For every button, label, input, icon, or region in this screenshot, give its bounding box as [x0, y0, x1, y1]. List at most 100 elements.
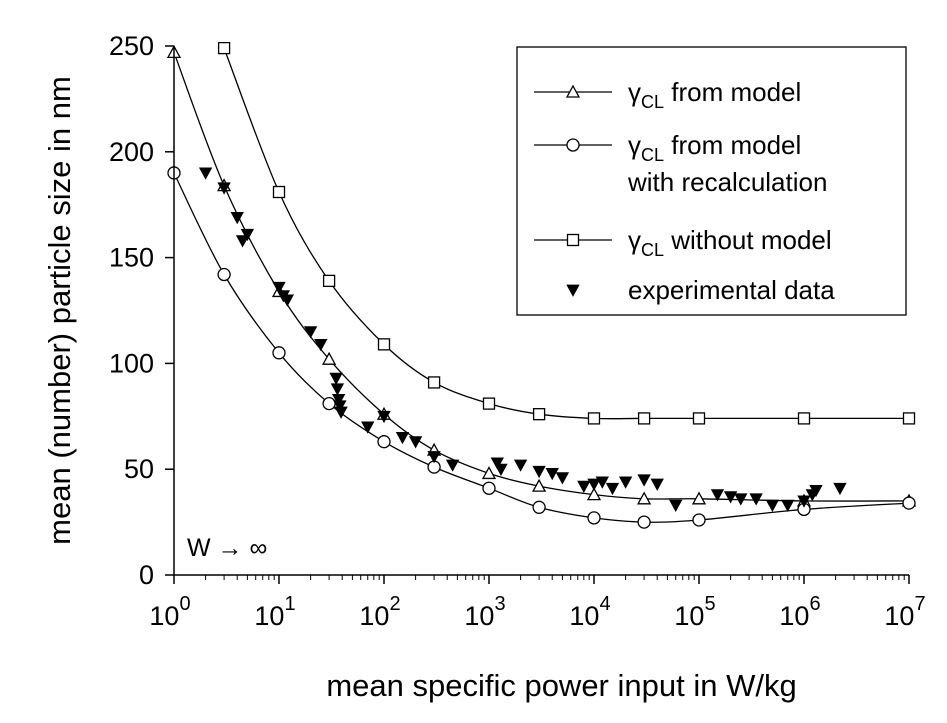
data-point-experimental [331, 393, 346, 407]
data-point-experimental [723, 491, 738, 504]
data-point-experimental [334, 406, 348, 419]
data-point-model-recalc [217, 267, 231, 282]
x-tick-exponent: 4 [599, 593, 610, 615]
data-point-experimental [710, 489, 725, 502]
x-tick-exponent: 1 [284, 593, 295, 615]
x-tick-label: 103 [464, 593, 505, 631]
data-point-model [637, 491, 652, 505]
legend-marker-experimental [566, 284, 580, 297]
data-point-model-recalc [587, 511, 601, 525]
data-point-model-recalc [532, 500, 546, 514]
legend-label-without-model: γCL without model [628, 225, 832, 260]
data-point-experimental [749, 493, 763, 506]
series-markers [166, 41, 917, 529]
x-tick-exponent: 5 [704, 593, 715, 615]
data-point-experimental [595, 476, 609, 489]
x-tick-exponent: 6 [809, 593, 820, 615]
data-point-experimental [765, 499, 780, 513]
legend-marker-model [565, 84, 581, 98]
x-tick-label: 105 [674, 593, 715, 631]
data-point-experimental [605, 482, 620, 496]
data-point-experimental [577, 480, 591, 493]
data-point-model-recalc [692, 513, 706, 527]
data-point-experimental [329, 372, 343, 386]
x-axis-label: mean specific power input in W/kg [326, 668, 796, 703]
y-tick-label: 100 [109, 348, 154, 378]
data-point-experimental [555, 472, 570, 485]
data-point-model-recalc [902, 496, 916, 510]
data-point-experimental [494, 463, 508, 477]
data-point-experimental [618, 476, 633, 489]
x-tick-label: 100 [149, 593, 190, 631]
data-point-model-recalc [482, 481, 496, 495]
data-point-without-model [587, 412, 601, 425]
legend-subscript: CL [641, 145, 664, 165]
data-point-experimental [235, 235, 250, 248]
x-tick-exponent: 3 [494, 593, 505, 615]
legend-marker-model-recalc [566, 138, 580, 152]
data-point-experimental [377, 410, 391, 424]
data-point-experimental [198, 167, 213, 180]
data-point-experimental [833, 482, 847, 496]
data-point-without-model [637, 412, 651, 425]
data-point-model [691, 491, 707, 505]
y-axis-label: mean (number) particle size in nm [42, 76, 77, 545]
data-point-without-model [377, 338, 391, 351]
legend-suffix: without model [664, 225, 832, 255]
y-tick-label: 250 [109, 31, 154, 61]
data-point-without-model [272, 185, 286, 199]
legend-suffix: from model [664, 130, 801, 160]
y-tick-label: 200 [109, 137, 154, 167]
data-point-model [481, 466, 497, 480]
y-tick-label: 50 [124, 454, 154, 484]
data-point-without-model [797, 412, 811, 425]
data-point-without-model [217, 41, 231, 55]
legend-suffix: from model [664, 77, 801, 107]
y-tick-label: 0 [139, 560, 154, 590]
data-point-experimental [445, 459, 460, 472]
annotation-w-infinity: W → ∞ [187, 534, 267, 562]
data-point-experimental [280, 294, 294, 307]
data-point-experimental [230, 211, 244, 225]
data-point-experimental [427, 451, 441, 464]
data-point-without-model [532, 408, 546, 421]
legend-label-model: γCL from model [628, 77, 801, 112]
legend-subscript: CL [641, 92, 664, 112]
data-point-model [322, 351, 337, 365]
data-point-experimental [408, 436, 423, 449]
x-tick-exponent: 7 [914, 593, 925, 615]
y-tick-label: 150 [109, 243, 154, 273]
data-point-experimental [669, 499, 683, 513]
data-point-experimental [587, 478, 601, 491]
data-point-model [586, 487, 602, 501]
data-point-experimental [490, 457, 504, 470]
data-point-experimental [797, 495, 811, 508]
data-point-experimental [637, 474, 651, 487]
data-point-experimental [650, 478, 664, 491]
data-point-experimental [240, 228, 255, 242]
data-point-experimental [272, 281, 286, 295]
x-tick-label: 107 [884, 593, 925, 631]
data-point-experimental [333, 400, 347, 413]
data-point-experimental [361, 421, 375, 434]
series-line-without-model [223, 47, 909, 420]
x-tick-label: 102 [359, 593, 400, 631]
data-point-experimental [781, 499, 795, 513]
data-point-without-model [322, 274, 336, 288]
data-point-experimental [513, 459, 528, 472]
x-tick-exponent: 0 [179, 593, 190, 615]
x-tick-label: 104 [569, 593, 610, 631]
data-point-without-model [902, 412, 916, 425]
data-point-experimental [809, 484, 823, 498]
legend-gamma: γ [628, 225, 641, 255]
data-point-experimental [395, 432, 410, 445]
x-tick-label: 106 [779, 593, 820, 631]
x-tick-label: 101 [254, 593, 295, 631]
data-point-experimental [545, 468, 559, 481]
data-point-experimental [734, 493, 748, 506]
data-point-model-recalc [272, 346, 286, 360]
x-tick-exponent: 2 [389, 593, 400, 615]
legend-label-model-recalc-line2: with recalculation [627, 167, 827, 197]
